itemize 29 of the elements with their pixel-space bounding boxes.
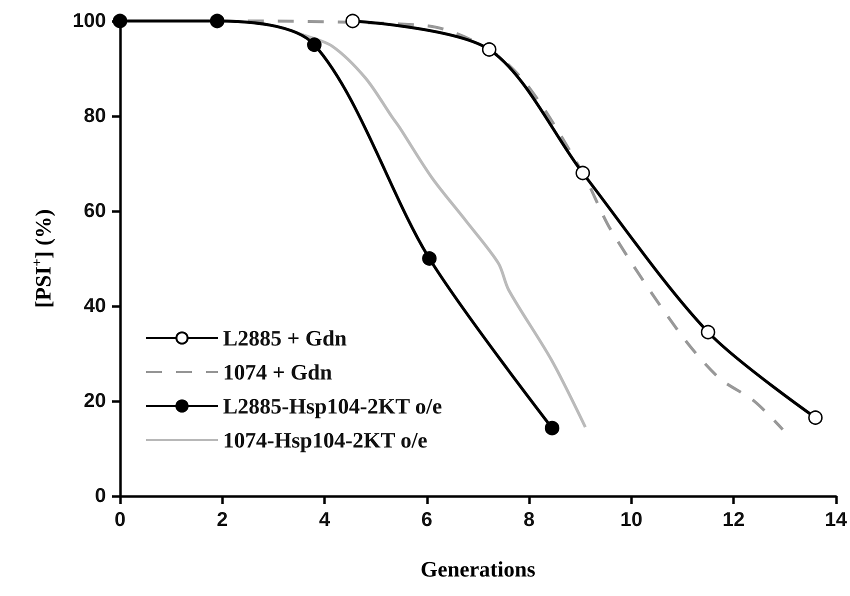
point: [576, 166, 590, 180]
x-tick-label: 6: [421, 509, 432, 531]
legend-label: 1074 + Gdn: [223, 360, 332, 384]
y-tick-label: 60: [84, 200, 106, 222]
point: [544, 420, 560, 436]
legend-label: L2885 + Gdn: [223, 326, 347, 350]
point: [345, 14, 360, 28]
point: [307, 38, 322, 52]
x-tick-label: 4: [318, 509, 331, 531]
x-tick-label: 8: [524, 509, 535, 531]
y-tick-label: 20: [84, 390, 106, 412]
y-tick-label: 80: [84, 105, 106, 127]
x-tick-label: 0: [114, 509, 126, 531]
y-tick-label: 0: [94, 485, 106, 507]
x-tick-label: 14: [824, 509, 848, 531]
x-axis-title: Generations: [420, 556, 536, 582]
y-axis-title: [PSI+] (%): [30, 208, 56, 308]
point: [808, 410, 823, 425]
x-tick-label: 2: [216, 509, 228, 531]
legend-label: L2885-Hsp104-2KT o/e: [223, 394, 442, 418]
y-tick-label: 100: [72, 10, 106, 32]
y-tick-label: 40: [84, 295, 106, 317]
point: [482, 42, 496, 57]
x-tick-label: 12: [722, 509, 745, 531]
legend-label: 1074-Hsp104-2KT o/e: [223, 428, 428, 452]
point: [700, 324, 716, 340]
point: [422, 251, 437, 266]
point: [210, 14, 224, 28]
x-tick-label: 10: [620, 509, 642, 531]
